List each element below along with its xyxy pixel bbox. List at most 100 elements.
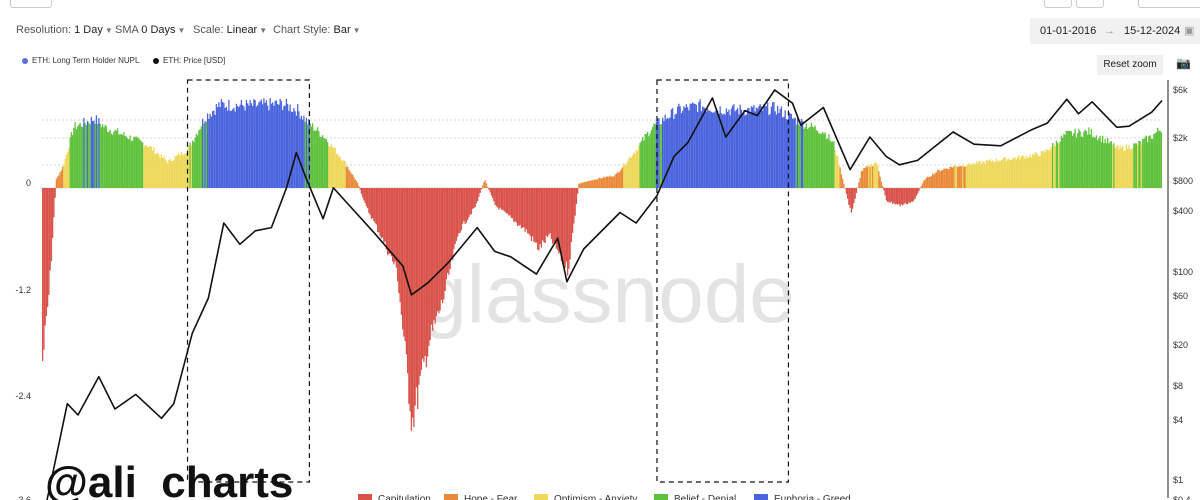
nupl-bar [193,141,195,188]
date-from[interactable]: 01-01-2016 [1040,25,1097,37]
nupl-bar [440,188,443,300]
nupl-bar [508,188,510,216]
nupl-bar [1069,131,1071,188]
nupl-bar [413,188,415,428]
nupl-bar [263,98,265,188]
nupl-bar [527,188,529,234]
date-to[interactable]: 15-12-2024 [1124,25,1181,37]
nupl-bar [274,100,276,188]
nupl-bar [688,110,690,188]
nupl-bar [359,188,361,190]
nupl-bar [985,160,988,188]
nupl-bar [108,131,110,188]
nupl-bar [103,127,105,188]
nupl-bar [479,188,481,193]
nupl-bar [903,188,905,205]
nupl-bar [137,137,139,188]
nupl-bar [250,103,253,188]
nupl-bar [1048,150,1050,188]
top-left-button[interactable] [10,0,52,8]
calendar-icon[interactable]: ▣ [1184,25,1195,37]
nupl-bar [200,126,203,188]
nupl-bar [548,188,550,235]
nupl-bar [552,188,554,244]
nupl-bar [507,188,509,214]
nupl-bar [529,188,531,236]
nupl-bar [772,102,774,188]
nupl-bar [374,188,376,224]
nupl-bar [1130,149,1133,188]
nupl-bar [1065,130,1068,188]
legend-item-price[interactable]: ETH: Price [USD] [153,56,225,65]
nupl-bar [540,188,543,248]
nupl-bar [1085,130,1088,188]
nupl-bar [533,188,535,242]
nupl-bar [1068,130,1070,188]
nupl-bar [1108,143,1110,188]
resolution-select[interactable]: Resolution: 1 Day ▼ [16,24,113,36]
nupl-bar [152,150,154,188]
nupl-bar [125,136,128,188]
nupl-bar [763,104,765,188]
nupl-bar [317,127,319,188]
camera-icon[interactable]: 📷 [1176,56,1191,70]
nupl-bar [174,156,176,188]
sma-select[interactable]: SMA 0 Days ▼ [115,24,185,36]
top-right-button-2[interactable] [1076,0,1104,8]
legend-item-nupl[interactable]: ETH: Long Term Holder NUPL [22,56,139,65]
nupl-bar [353,177,355,188]
nupl-bar [850,188,853,213]
nupl-bar [689,103,691,188]
nupl-bar [922,183,924,188]
nupl-bar [815,130,818,188]
nupl-bar [140,141,143,188]
nupl-bar [80,126,83,188]
nupl-bar [284,105,286,188]
nupl-bar [747,108,749,188]
reset-zoom-button[interactable]: Reset zoom [1097,55,1163,75]
chevron-down-icon: ▼ [259,26,268,35]
nupl-bar [1152,138,1154,188]
nupl-bar [919,188,921,189]
nupl-bar [1149,135,1151,188]
nupl-bar [1074,128,1076,188]
nupl-bar [70,132,73,188]
nupl-bar [839,167,841,188]
nupl-bar [408,188,410,404]
top-right-button-3[interactable] [1138,0,1200,8]
chart-style-select[interactable]: Chart Style: Bar ▼ [273,24,361,36]
nupl-bar [1123,150,1125,188]
nupl-bar [729,115,731,188]
nupl-bar [948,169,950,188]
nupl-bar [698,101,700,188]
nupl-bar [709,110,711,188]
nupl-bar [255,106,258,188]
nupl-bar [367,188,369,209]
nupl-bar [760,106,763,188]
nupl-bar [238,106,240,188]
nupl-bar [497,188,499,208]
nupl-bar [117,128,119,188]
nupl-bar [892,188,894,204]
top-right-button-1[interactable] [1044,0,1072,8]
nupl-bar [504,188,506,212]
sma-label: SMA [115,24,139,36]
nupl-bar [1025,155,1028,188]
nupl-bar [1143,138,1145,188]
nupl-bar [510,188,513,218]
nupl-bar [215,104,218,188]
nupl-bar [468,188,470,218]
nupl-bar [165,160,168,188]
nupl-bar [502,188,504,210]
nupl-bar [243,106,245,188]
nupl-bar [1033,154,1035,188]
nupl-bar [758,106,760,188]
nupl-bar [780,106,783,188]
date-range-picker[interactable]: 01-01-2016 → 15-12-2024 ▣ [1030,18,1200,44]
nupl-bar [275,100,278,188]
nupl-bar [309,123,311,188]
nupl-bar [1067,131,1069,188]
nupl-bar [997,161,999,188]
scale-select[interactable]: Scale: Linear ▼ [193,24,267,36]
nupl-bar [587,181,589,188]
